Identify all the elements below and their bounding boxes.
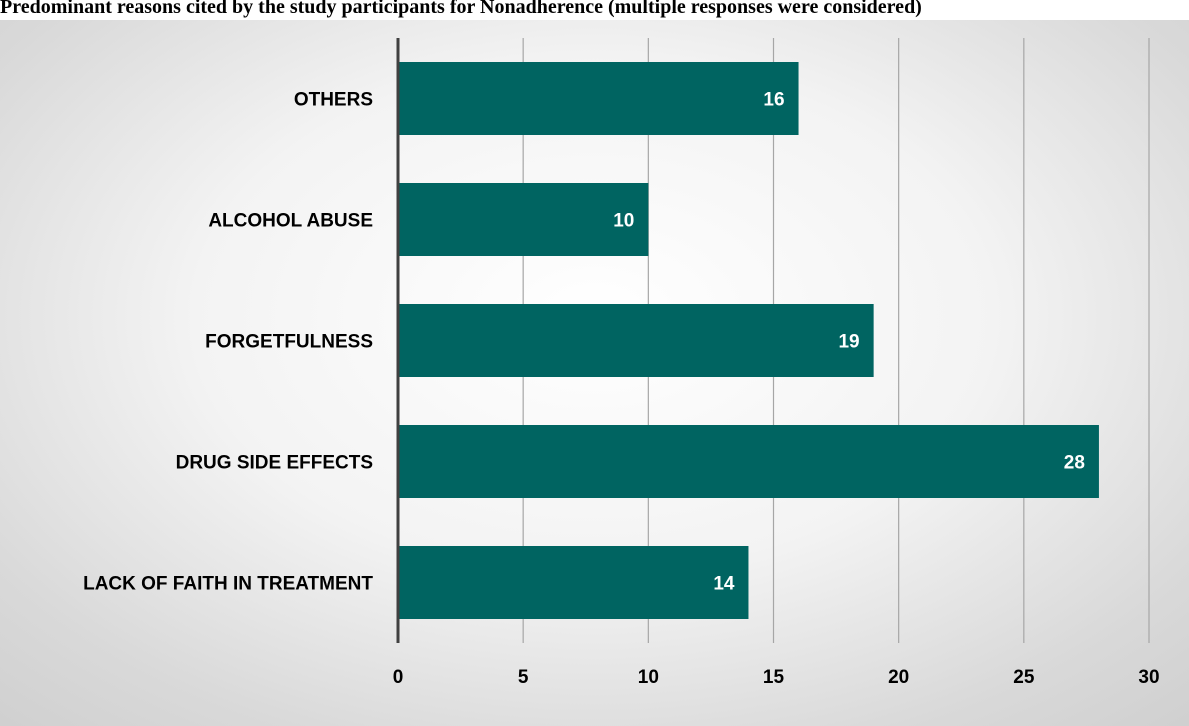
x-tick-label: 15 (763, 667, 785, 688)
bar (398, 425, 1099, 498)
x-tick-label: 30 (1138, 667, 1159, 688)
category-label: OTHERS (294, 90, 373, 111)
bar-chart: 0 5 10 15 20 25 30 OTHERS 16 ALCOHOL ABUSE 10 FORGE… (83, 38, 1160, 689)
x-tick-label: 0 (393, 667, 404, 688)
bar (398, 183, 649, 256)
category-label: LACK OF FAITH IN TREATMENT (83, 574, 373, 595)
x-tick-label: 20 (888, 667, 909, 688)
chart-area: 0 5 10 15 20 25 30 OTHERS 16 ALCOHOL ABUSE 10 FORGE… (0, 20, 1189, 726)
category-label: FORGETFULNESS (205, 332, 373, 353)
x-tick-label: 5 (518, 667, 529, 688)
category-label: ALCOHOL ABUSE (208, 211, 373, 232)
category-label: DRUG SIDE EFFECTS (176, 453, 373, 474)
bar (398, 546, 749, 619)
chart-title: Predominant reasons cited by the study p… (0, 0, 922, 18)
x-tick-label: 25 (1013, 667, 1035, 688)
labels: 0 5 10 15 20 25 30 OTHERS 16 ALCOHOL ABUSE 10 FORGE… (83, 90, 1159, 689)
data-label: 19 (838, 332, 859, 353)
x-tick-label: 10 (638, 667, 659, 688)
data-label: 28 (1064, 453, 1085, 474)
data-label: 10 (613, 211, 634, 232)
data-label: 16 (763, 90, 784, 111)
bar (398, 62, 799, 135)
bar (398, 304, 874, 377)
data-label: 14 (713, 574, 735, 595)
bars (398, 62, 1099, 619)
